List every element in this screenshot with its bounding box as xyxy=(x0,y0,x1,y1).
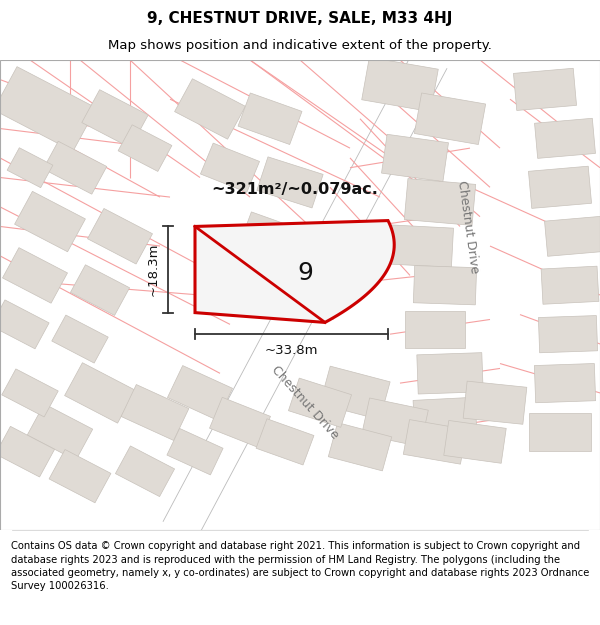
Text: Contains OS data © Crown copyright and database right 2021. This information is : Contains OS data © Crown copyright and d… xyxy=(11,541,589,591)
Polygon shape xyxy=(535,364,596,403)
Polygon shape xyxy=(328,422,392,471)
Polygon shape xyxy=(65,362,136,423)
Polygon shape xyxy=(405,311,465,348)
Polygon shape xyxy=(52,315,108,363)
Polygon shape xyxy=(257,157,323,208)
Polygon shape xyxy=(115,446,175,497)
Polygon shape xyxy=(163,51,447,539)
Polygon shape xyxy=(538,316,598,352)
Polygon shape xyxy=(446,0,600,44)
Polygon shape xyxy=(14,191,85,252)
Polygon shape xyxy=(541,266,599,304)
Polygon shape xyxy=(27,404,93,460)
Polygon shape xyxy=(0,426,55,477)
Polygon shape xyxy=(535,118,595,158)
Polygon shape xyxy=(289,378,352,428)
Polygon shape xyxy=(240,212,300,261)
Text: 9, CHESTNUT DRIVE, SALE, M33 4HJ: 9, CHESTNUT DRIVE, SALE, M33 4HJ xyxy=(148,11,452,26)
Polygon shape xyxy=(413,266,476,305)
Polygon shape xyxy=(415,93,485,144)
Text: Chestnut Drive: Chestnut Drive xyxy=(269,364,341,442)
Text: ~321m²/~0.079ac.: ~321m²/~0.079ac. xyxy=(212,182,379,197)
Polygon shape xyxy=(70,265,130,316)
Polygon shape xyxy=(88,209,152,264)
Polygon shape xyxy=(362,58,438,112)
Polygon shape xyxy=(529,414,591,451)
Polygon shape xyxy=(320,366,390,420)
Polygon shape xyxy=(545,216,600,256)
Polygon shape xyxy=(209,398,271,448)
Polygon shape xyxy=(7,148,53,188)
Polygon shape xyxy=(256,419,314,465)
Polygon shape xyxy=(413,398,477,437)
Text: Map shows position and indicative extent of the property.: Map shows position and indicative extent… xyxy=(108,39,492,51)
Polygon shape xyxy=(0,300,49,349)
Polygon shape xyxy=(277,271,343,319)
Polygon shape xyxy=(403,419,467,464)
Polygon shape xyxy=(362,398,428,447)
Polygon shape xyxy=(121,384,189,441)
Polygon shape xyxy=(529,166,592,208)
Text: Chestnut Drive: Chestnut Drive xyxy=(455,179,481,274)
Polygon shape xyxy=(2,369,58,417)
Polygon shape xyxy=(195,221,394,322)
Polygon shape xyxy=(49,449,111,503)
Polygon shape xyxy=(404,179,476,226)
Polygon shape xyxy=(0,67,97,151)
Polygon shape xyxy=(175,79,245,139)
Polygon shape xyxy=(238,93,302,144)
Polygon shape xyxy=(463,381,527,424)
Polygon shape xyxy=(200,143,260,192)
Polygon shape xyxy=(301,224,359,269)
Polygon shape xyxy=(382,134,448,181)
Polygon shape xyxy=(2,248,67,303)
Text: ~18.3m: ~18.3m xyxy=(147,242,160,296)
Polygon shape xyxy=(386,225,454,268)
Polygon shape xyxy=(82,89,148,148)
Polygon shape xyxy=(167,366,233,420)
Polygon shape xyxy=(118,125,172,171)
Polygon shape xyxy=(417,352,483,394)
Polygon shape xyxy=(514,68,577,111)
Polygon shape xyxy=(167,428,223,475)
Text: ~33.8m: ~33.8m xyxy=(265,344,318,357)
Polygon shape xyxy=(444,421,506,463)
Polygon shape xyxy=(43,141,107,194)
Text: 9: 9 xyxy=(297,261,313,286)
